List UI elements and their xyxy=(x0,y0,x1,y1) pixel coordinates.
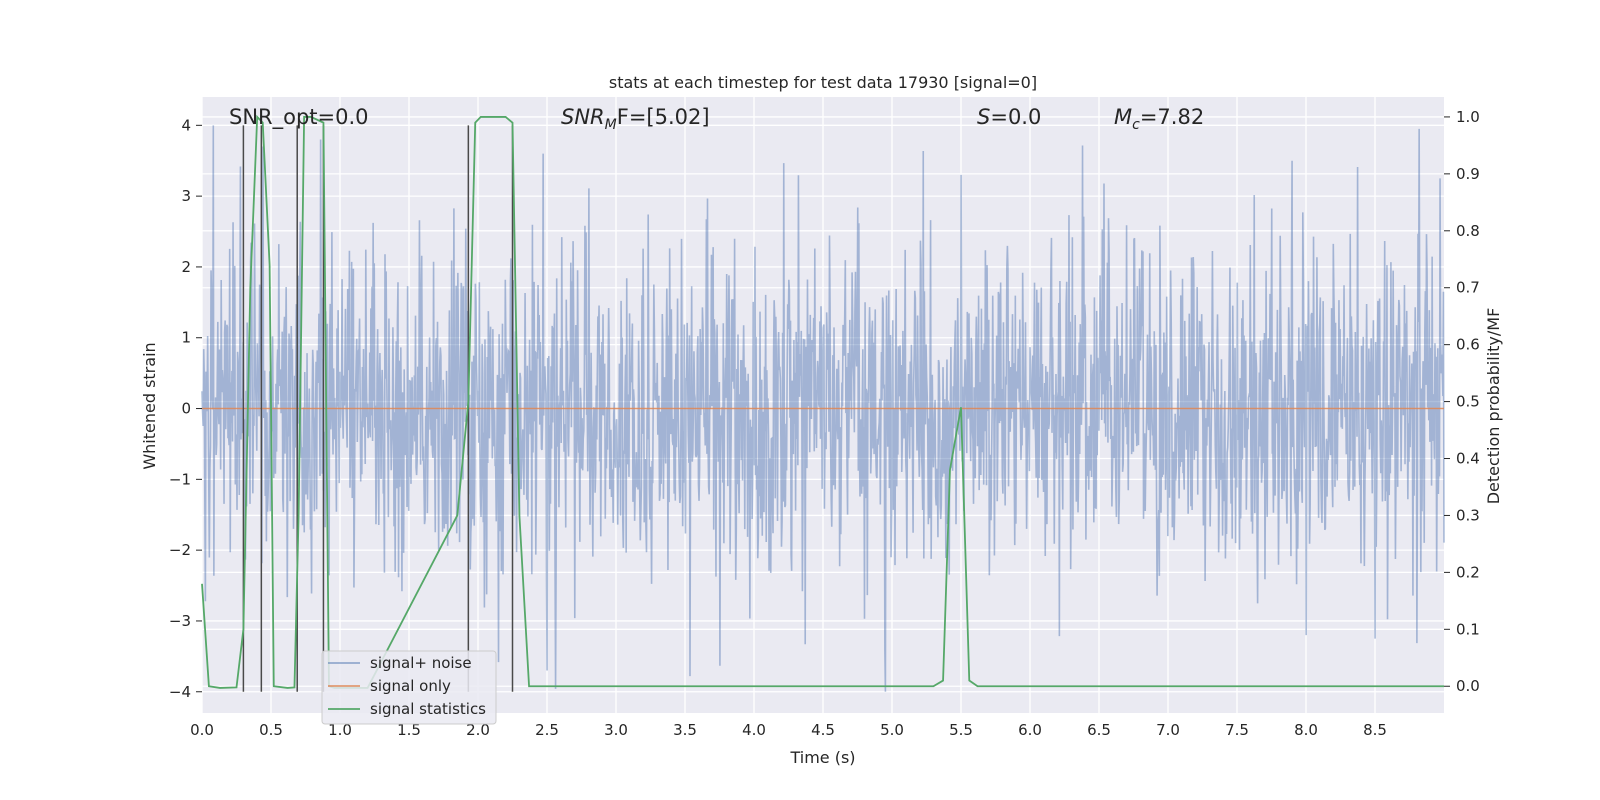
y2-tick-label: 0.0 xyxy=(1456,677,1480,695)
x-tick-label: 3.0 xyxy=(604,721,628,739)
annotation-snr-opt: SNR_opt=0.0 xyxy=(229,105,369,130)
x-axis-label: Time (s) xyxy=(789,748,855,767)
statistics-line xyxy=(201,114,1444,689)
snr-mf-main: SNR xyxy=(561,105,605,129)
legend-label-statistics: signal statistics xyxy=(370,700,486,718)
x-tick-label: 1.5 xyxy=(397,721,421,739)
y-tick-label: −4 xyxy=(169,683,191,701)
annotation-snr-mf: SNRMF=[5.02] xyxy=(561,105,710,133)
x-tick-label: 5.0 xyxy=(880,721,904,739)
y-tick-label: −2 xyxy=(169,541,191,559)
x-ticks: 0.0 0.5 1.0 1.5 2.0 2.5 3.0 3.5 4.0 4.5 5.0 5.5 6.0 6… xyxy=(190,721,1387,739)
x-tick-label: 7.0 xyxy=(1156,721,1180,739)
statistics-series xyxy=(201,114,1444,689)
x-tick-label: 1.0 xyxy=(328,721,352,739)
y2-tick-label: 0.2 xyxy=(1456,563,1480,581)
annotation-mc: Mc=7.82 xyxy=(1114,105,1204,133)
mc-sub: c xyxy=(1132,117,1140,133)
chart-title: stats at each timestep for test data 179… xyxy=(609,73,1037,92)
legend-box xyxy=(321,650,497,725)
y-tick-label: 0 xyxy=(181,400,191,418)
x-tick-label: 0.5 xyxy=(259,721,283,739)
noise-line xyxy=(201,125,1445,692)
legend-label-noise: signal+ noise xyxy=(370,654,472,672)
y2-tick-label: 0.1 xyxy=(1456,620,1480,638)
x-tick-label: 2.5 xyxy=(535,721,559,739)
mc-main: M xyxy=(1114,105,1132,129)
snr-mf-rest: F=[5.02] xyxy=(617,105,710,129)
x-tick-label: 7.5 xyxy=(1225,721,1249,739)
x-tick-label: 3.5 xyxy=(673,721,697,739)
x-tick-label: 8.5 xyxy=(1363,721,1387,739)
y2-tick-label: 0.7 xyxy=(1456,279,1480,297)
y-tick-label: −3 xyxy=(169,612,191,630)
y-tick-label: 1 xyxy=(181,329,191,347)
y-tick-label: 4 xyxy=(181,116,191,134)
y2-tick-label: 0.6 xyxy=(1456,336,1480,354)
x-tick-label: 0.0 xyxy=(190,721,214,739)
y2-tick-label: 0.9 xyxy=(1456,165,1480,183)
s-rest: =0.0 xyxy=(990,105,1041,129)
legend-label-signal-only: signal only xyxy=(370,677,451,695)
y2-axis-label: Detection probability/MF xyxy=(1484,308,1503,505)
x-tick-label: 4.0 xyxy=(742,721,766,739)
y2-tick-label: 1.0 xyxy=(1456,108,1480,126)
y-ticks: 4 3 2 1 0 −1 −2 −3 −4 xyxy=(169,116,202,701)
s-main: S xyxy=(977,105,990,129)
y-tick-label: −1 xyxy=(169,470,191,488)
y-tick-label: 2 xyxy=(181,258,191,276)
annotation-s: S=0.0 xyxy=(977,105,1041,129)
snr-mf-sub: M xyxy=(605,117,617,133)
x-tick-label: 2.0 xyxy=(466,721,490,739)
y-axis-label: Whitened strain xyxy=(140,342,159,469)
x-tick-label: 6.5 xyxy=(1087,721,1111,739)
x-tick-label: 4.5 xyxy=(811,721,835,739)
noise-series xyxy=(201,125,1445,692)
legend: signal+ noise signal only signal statist… xyxy=(321,650,497,725)
y2-ticks: 1.0 0.9 0.8 0.7 0.6 0.5 0.4 0.3 0.2 0.1 0.0 xyxy=(1444,108,1480,695)
x-tick-label: 6.0 xyxy=(1018,721,1042,739)
mc-rest: =7.82 xyxy=(1140,105,1204,129)
x-tick-label: 5.5 xyxy=(949,721,973,739)
y-tick-label: 3 xyxy=(181,187,191,205)
y2-tick-label: 0.5 xyxy=(1456,393,1480,411)
grid xyxy=(201,97,1444,713)
x-tick-label: 8.0 xyxy=(1294,721,1318,739)
y2-tick-label: 0.8 xyxy=(1456,222,1480,240)
y2-tick-label: 0.3 xyxy=(1456,506,1480,524)
y2-tick-label: 0.4 xyxy=(1456,450,1480,468)
